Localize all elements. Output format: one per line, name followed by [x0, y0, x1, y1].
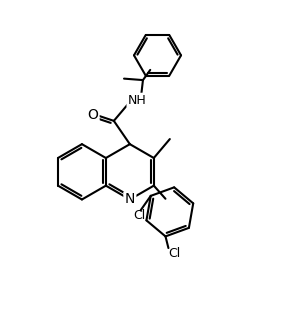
Text: N: N — [125, 193, 135, 207]
Text: NH: NH — [128, 94, 147, 107]
Text: O: O — [87, 108, 98, 122]
Text: Cl: Cl — [169, 247, 181, 260]
Text: Cl: Cl — [133, 209, 145, 222]
